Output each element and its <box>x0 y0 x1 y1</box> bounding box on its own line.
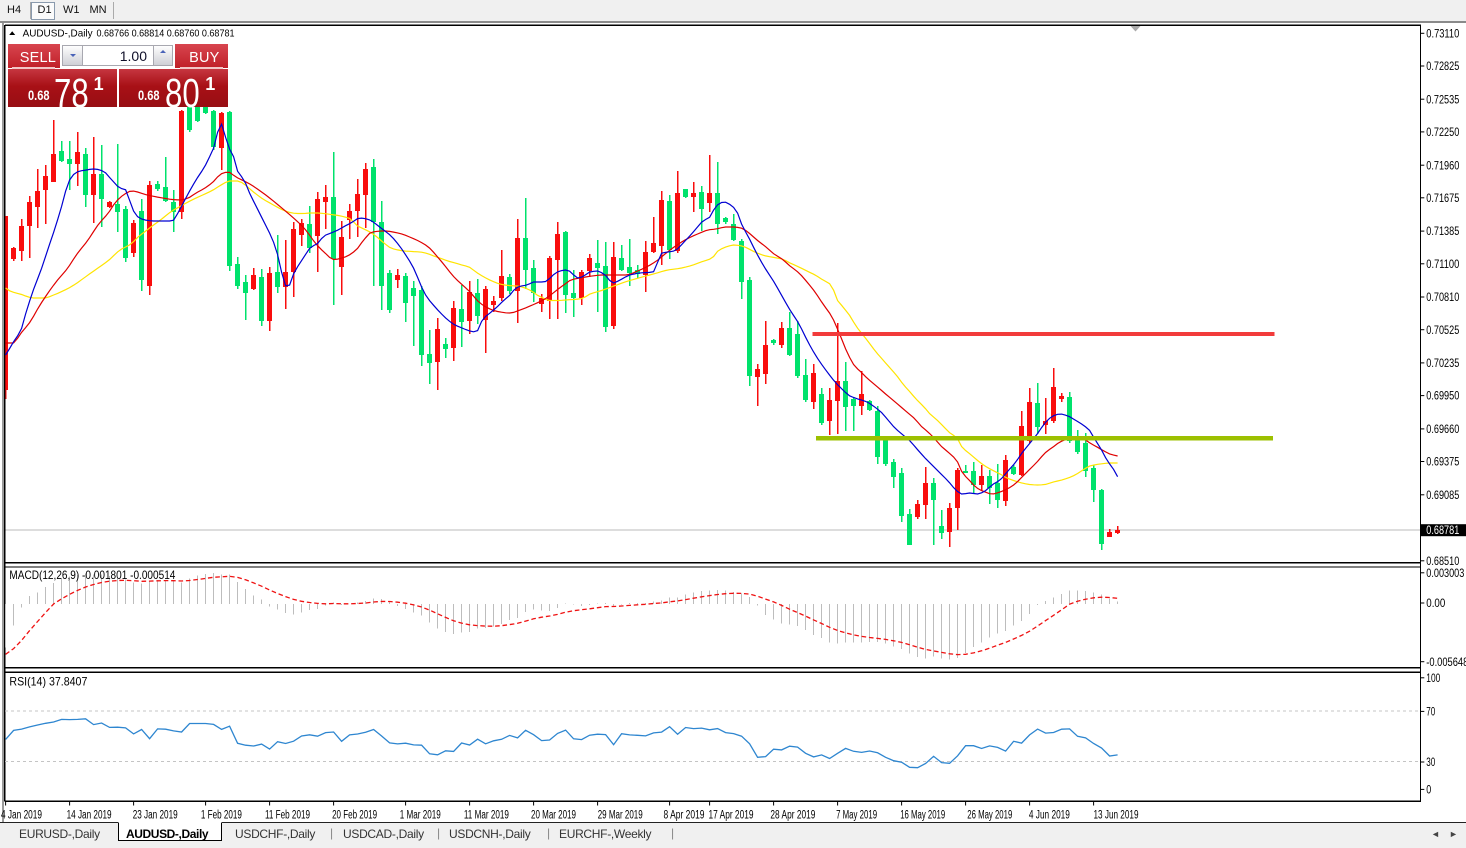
svg-text:30: 30 <box>1426 757 1435 769</box>
svg-text:23 Jan 2019: 23 Jan 2019 <box>133 809 178 821</box>
svg-text:26 May 2019: 26 May 2019 <box>967 809 1012 821</box>
svg-text:16 May 2019: 16 May 2019 <box>900 809 945 821</box>
svg-text:0.003003: 0.003003 <box>1426 568 1464 580</box>
svg-text:0.73110: 0.73110 <box>1426 28 1459 40</box>
svg-text:0.69375: 0.69375 <box>1426 457 1459 469</box>
svg-text:100: 100 <box>1426 673 1440 685</box>
svg-text:14 Jan 2019: 14 Jan 2019 <box>67 809 112 821</box>
svg-text:0.71675: 0.71675 <box>1426 193 1459 205</box>
svg-text:0.71960: 0.71960 <box>1426 160 1459 172</box>
svg-text:0.71385: 0.71385 <box>1426 226 1459 238</box>
svg-text:70: 70 <box>1426 707 1435 719</box>
svg-text:0.68766 0.68814 0.68760 0.6878: 0.68766 0.68814 0.68760 0.68781 <box>97 27 235 39</box>
svg-text:4 Jan 2019: 4 Jan 2019 <box>1 809 42 821</box>
svg-text:-0.005648: -0.005648 <box>1426 657 1466 669</box>
svg-text:0: 0 <box>1426 785 1431 797</box>
svg-text:0.69660: 0.69660 <box>1426 424 1459 436</box>
svg-text:0.72250: 0.72250 <box>1426 127 1459 139</box>
svg-text:7 May 2019: 7 May 2019 <box>836 809 877 821</box>
svg-text:RSI(14) 37.8407: RSI(14) 37.8407 <box>9 675 87 689</box>
svg-text:0.72535: 0.72535 <box>1426 94 1459 106</box>
svg-text:29 Mar 2019: 29 Mar 2019 <box>598 809 643 821</box>
svg-text:11 Mar 2019: 11 Mar 2019 <box>464 809 509 821</box>
svg-text:MACD(12,26,9) -0.001801 -0.000: MACD(12,26,9) -0.001801 -0.000514 <box>9 568 175 582</box>
svg-text:1 Feb 2019: 1 Feb 2019 <box>201 809 242 821</box>
svg-text:28 Apr 2019: 28 Apr 2019 <box>770 809 815 821</box>
svg-text:0.71100: 0.71100 <box>1426 259 1459 271</box>
svg-text:13 Jun 2019: 13 Jun 2019 <box>1094 809 1139 821</box>
svg-text:0.69085: 0.69085 <box>1426 490 1459 502</box>
svg-text:0.70525: 0.70525 <box>1426 325 1459 337</box>
svg-text:8 Apr 2019: 8 Apr 2019 <box>664 809 705 821</box>
svg-text:0.70235: 0.70235 <box>1426 358 1459 370</box>
svg-text:0.72825: 0.72825 <box>1426 61 1459 73</box>
svg-text:11 Feb 2019: 11 Feb 2019 <box>265 809 310 821</box>
svg-text:0.69950: 0.69950 <box>1426 391 1459 403</box>
svg-text:1 Mar 2019: 1 Mar 2019 <box>400 809 441 821</box>
svg-text:AUDUSD-,Daily: AUDUSD-,Daily <box>23 27 94 39</box>
svg-text:17 Apr 2019: 17 Apr 2019 <box>709 809 754 821</box>
svg-text:0.00: 0.00 <box>1426 598 1445 610</box>
svg-text:0.70810: 0.70810 <box>1426 292 1459 304</box>
svg-text:0.68510: 0.68510 <box>1426 556 1459 568</box>
svg-text:20 Feb 2019: 20 Feb 2019 <box>332 809 377 821</box>
svg-text:20 Mar 2019: 20 Mar 2019 <box>531 809 576 821</box>
svg-text:0.68781: 0.68781 <box>1426 525 1459 537</box>
svg-text:4 Jun 2019: 4 Jun 2019 <box>1029 809 1070 821</box>
